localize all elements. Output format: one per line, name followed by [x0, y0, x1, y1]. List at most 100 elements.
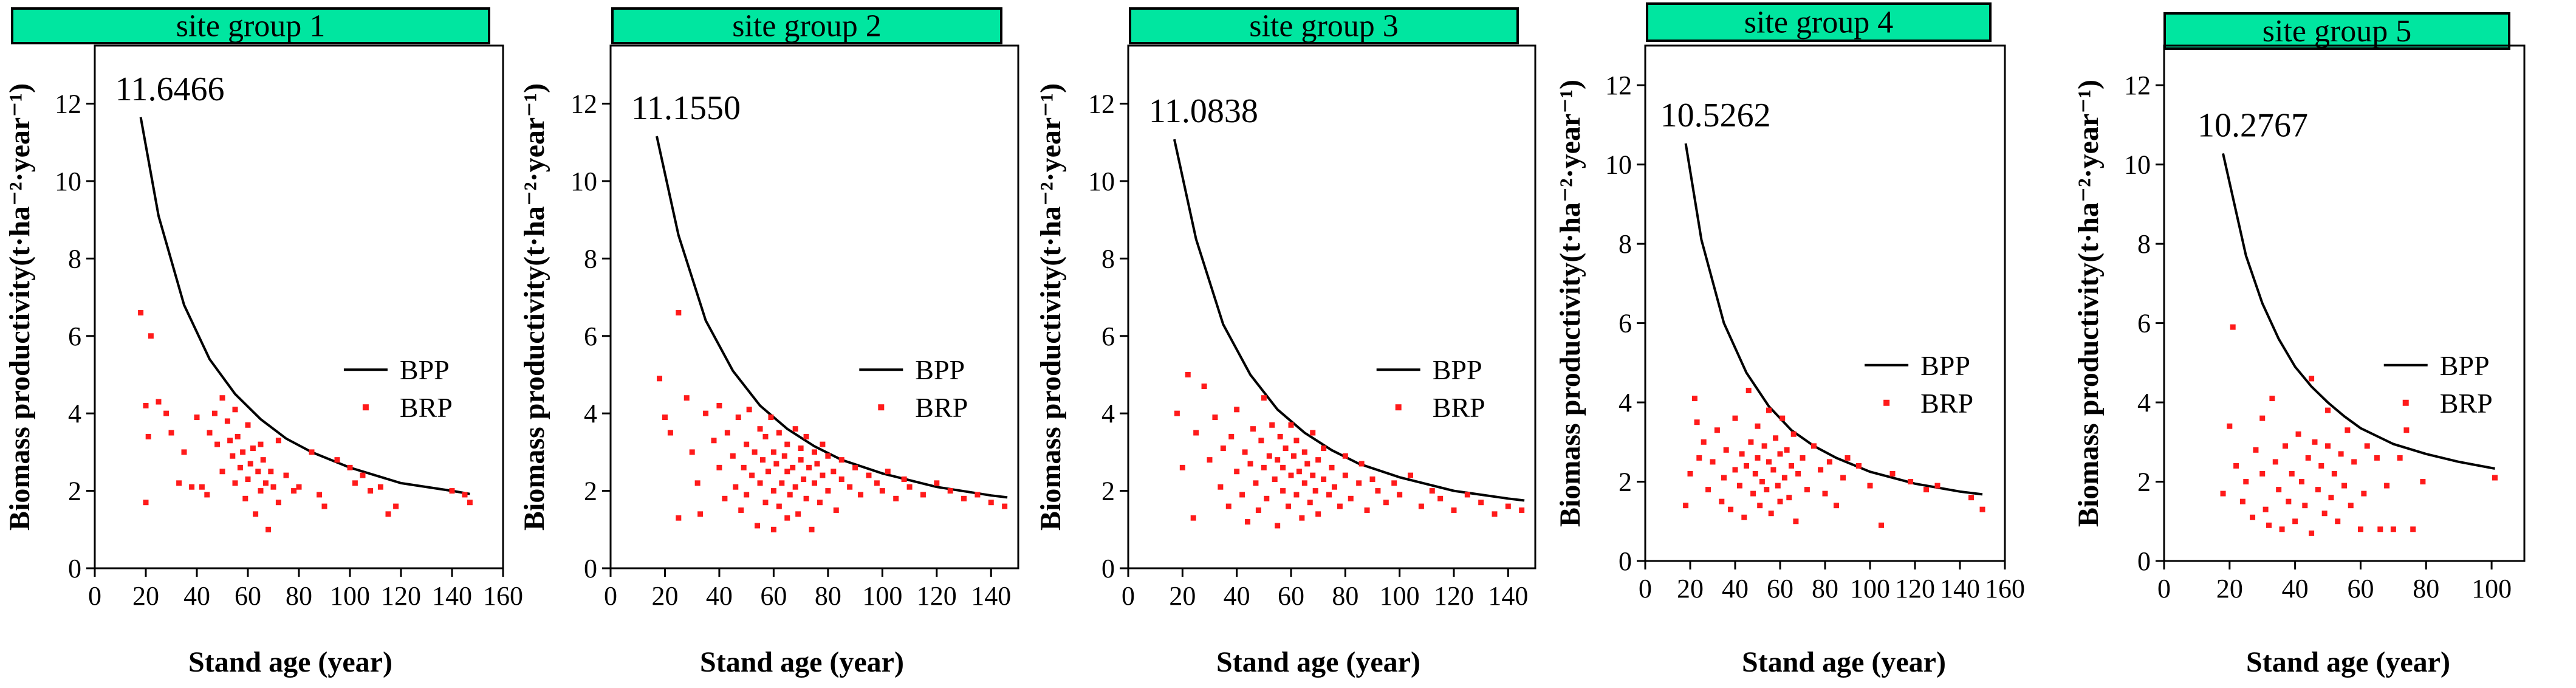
brp-point	[2397, 455, 2403, 461]
brp-point	[1744, 463, 1749, 469]
brp-point	[1714, 427, 1720, 433]
y-axis-title: Biomass productivity(t·ha⁻²·year⁻¹)	[4, 83, 36, 531]
brp-point	[988, 500, 994, 506]
brp-point	[1867, 483, 1873, 489]
brp-point	[224, 418, 230, 424]
brp-point	[2338, 451, 2344, 457]
y-tick-label: 2	[2137, 467, 2151, 497]
brp-point	[1979, 506, 1985, 512]
brp-point	[1272, 476, 1278, 482]
brp-point	[716, 464, 722, 470]
brp-point	[1358, 461, 1365, 467]
brp-point	[270, 484, 276, 490]
brp-point	[1773, 435, 1779, 441]
brp-point	[893, 495, 899, 501]
y-tick-label: 2	[1101, 476, 1115, 506]
brp-point	[253, 511, 259, 517]
brp-point	[1286, 503, 1292, 509]
brp-point	[1342, 472, 1348, 478]
brp-point	[716, 402, 722, 408]
brp-point	[2377, 526, 2383, 532]
brp-point	[735, 415, 741, 421]
x-tick-label: 80	[1812, 574, 1838, 604]
legend-bpp-label: BPP	[2440, 350, 2490, 381]
legend-bpp-label: BPP	[1433, 354, 1482, 385]
brp-point	[1179, 464, 1185, 470]
brp-point	[760, 457, 766, 463]
brp-point	[733, 484, 739, 490]
x-tick-label: 100	[2472, 574, 2512, 604]
brp-point	[801, 476, 807, 482]
brp-point	[2298, 479, 2304, 485]
brp-point	[975, 492, 981, 498]
y-tick-label: 4	[584, 399, 597, 428]
brp-point	[1795, 470, 1801, 476]
brp-point	[1310, 472, 1316, 478]
brp-point	[746, 407, 752, 413]
brp-point	[2233, 463, 2239, 469]
brp-point	[1321, 445, 1327, 452]
brp-point	[879, 488, 885, 494]
brp-point	[1505, 503, 1511, 509]
y-tick-label: 2	[584, 476, 597, 506]
brp-point	[1694, 419, 1700, 425]
peak-value-label: 11.6466	[115, 71, 225, 108]
brp-point	[1879, 522, 1884, 528]
brp-point	[2309, 530, 2315, 536]
brp-point	[2272, 459, 2278, 465]
brp-point	[825, 488, 831, 494]
brp-point	[1002, 503, 1008, 509]
brp-point	[235, 433, 241, 439]
brp-point	[1375, 488, 1381, 494]
brp-point	[2282, 443, 2288, 449]
x-tick-label: 80	[1332, 581, 1358, 611]
brp-point	[2286, 498, 2292, 504]
brp-point	[2259, 415, 2266, 421]
brp-point	[657, 376, 663, 382]
y-tick-label: 8	[1101, 244, 1115, 273]
brp-point	[2328, 495, 2334, 501]
brp-point	[1691, 396, 1697, 402]
brp-point	[1889, 470, 1896, 476]
x-tick-label: 100	[862, 581, 902, 611]
brp-point	[852, 464, 858, 470]
brp-point	[1696, 455, 1702, 461]
y-tick-label: 8	[2137, 229, 2151, 259]
brp-point	[762, 433, 769, 439]
brp-point	[2266, 522, 2272, 528]
brp-point	[1818, 467, 1824, 473]
brp-point	[792, 426, 798, 432]
brp-point	[2263, 506, 2269, 512]
chart-title: site group 5	[2263, 14, 2412, 49]
brp-point	[1283, 445, 1289, 452]
x-tick-label: 20	[2216, 574, 2243, 604]
peak-value-label: 10.2767	[2197, 106, 2308, 144]
brp-point	[1721, 475, 1727, 481]
brp-point	[795, 511, 801, 517]
x-tick-label: 20	[651, 581, 678, 611]
brp-point	[770, 449, 776, 455]
x-tick-label: 40	[2282, 574, 2309, 604]
brp-point	[242, 495, 248, 501]
brp-point	[2341, 483, 2347, 489]
x-tick-label: 120	[381, 581, 421, 611]
brp-point	[1250, 426, 1256, 432]
x-tick-label: 120	[1434, 581, 1474, 611]
y-axis-title: Biomass productivity(t·ha⁻²·year⁻¹)	[2072, 80, 2105, 527]
y-tick-label: 4	[1619, 388, 1632, 418]
brp-point	[1174, 410, 1180, 416]
brp-point	[812, 449, 817, 455]
brp-point	[752, 449, 758, 455]
brp-point	[262, 480, 269, 486]
legend-brp-swatch	[2402, 399, 2409, 406]
brp-point	[906, 484, 913, 490]
brp-point	[768, 415, 774, 421]
x-tick-label: 0	[1639, 574, 1652, 604]
brp-point	[901, 476, 907, 482]
brp-point	[2253, 447, 2259, 453]
brp-point	[275, 500, 281, 506]
brp-point	[2230, 324, 2236, 330]
x-tick-label: 0	[1122, 581, 1135, 611]
